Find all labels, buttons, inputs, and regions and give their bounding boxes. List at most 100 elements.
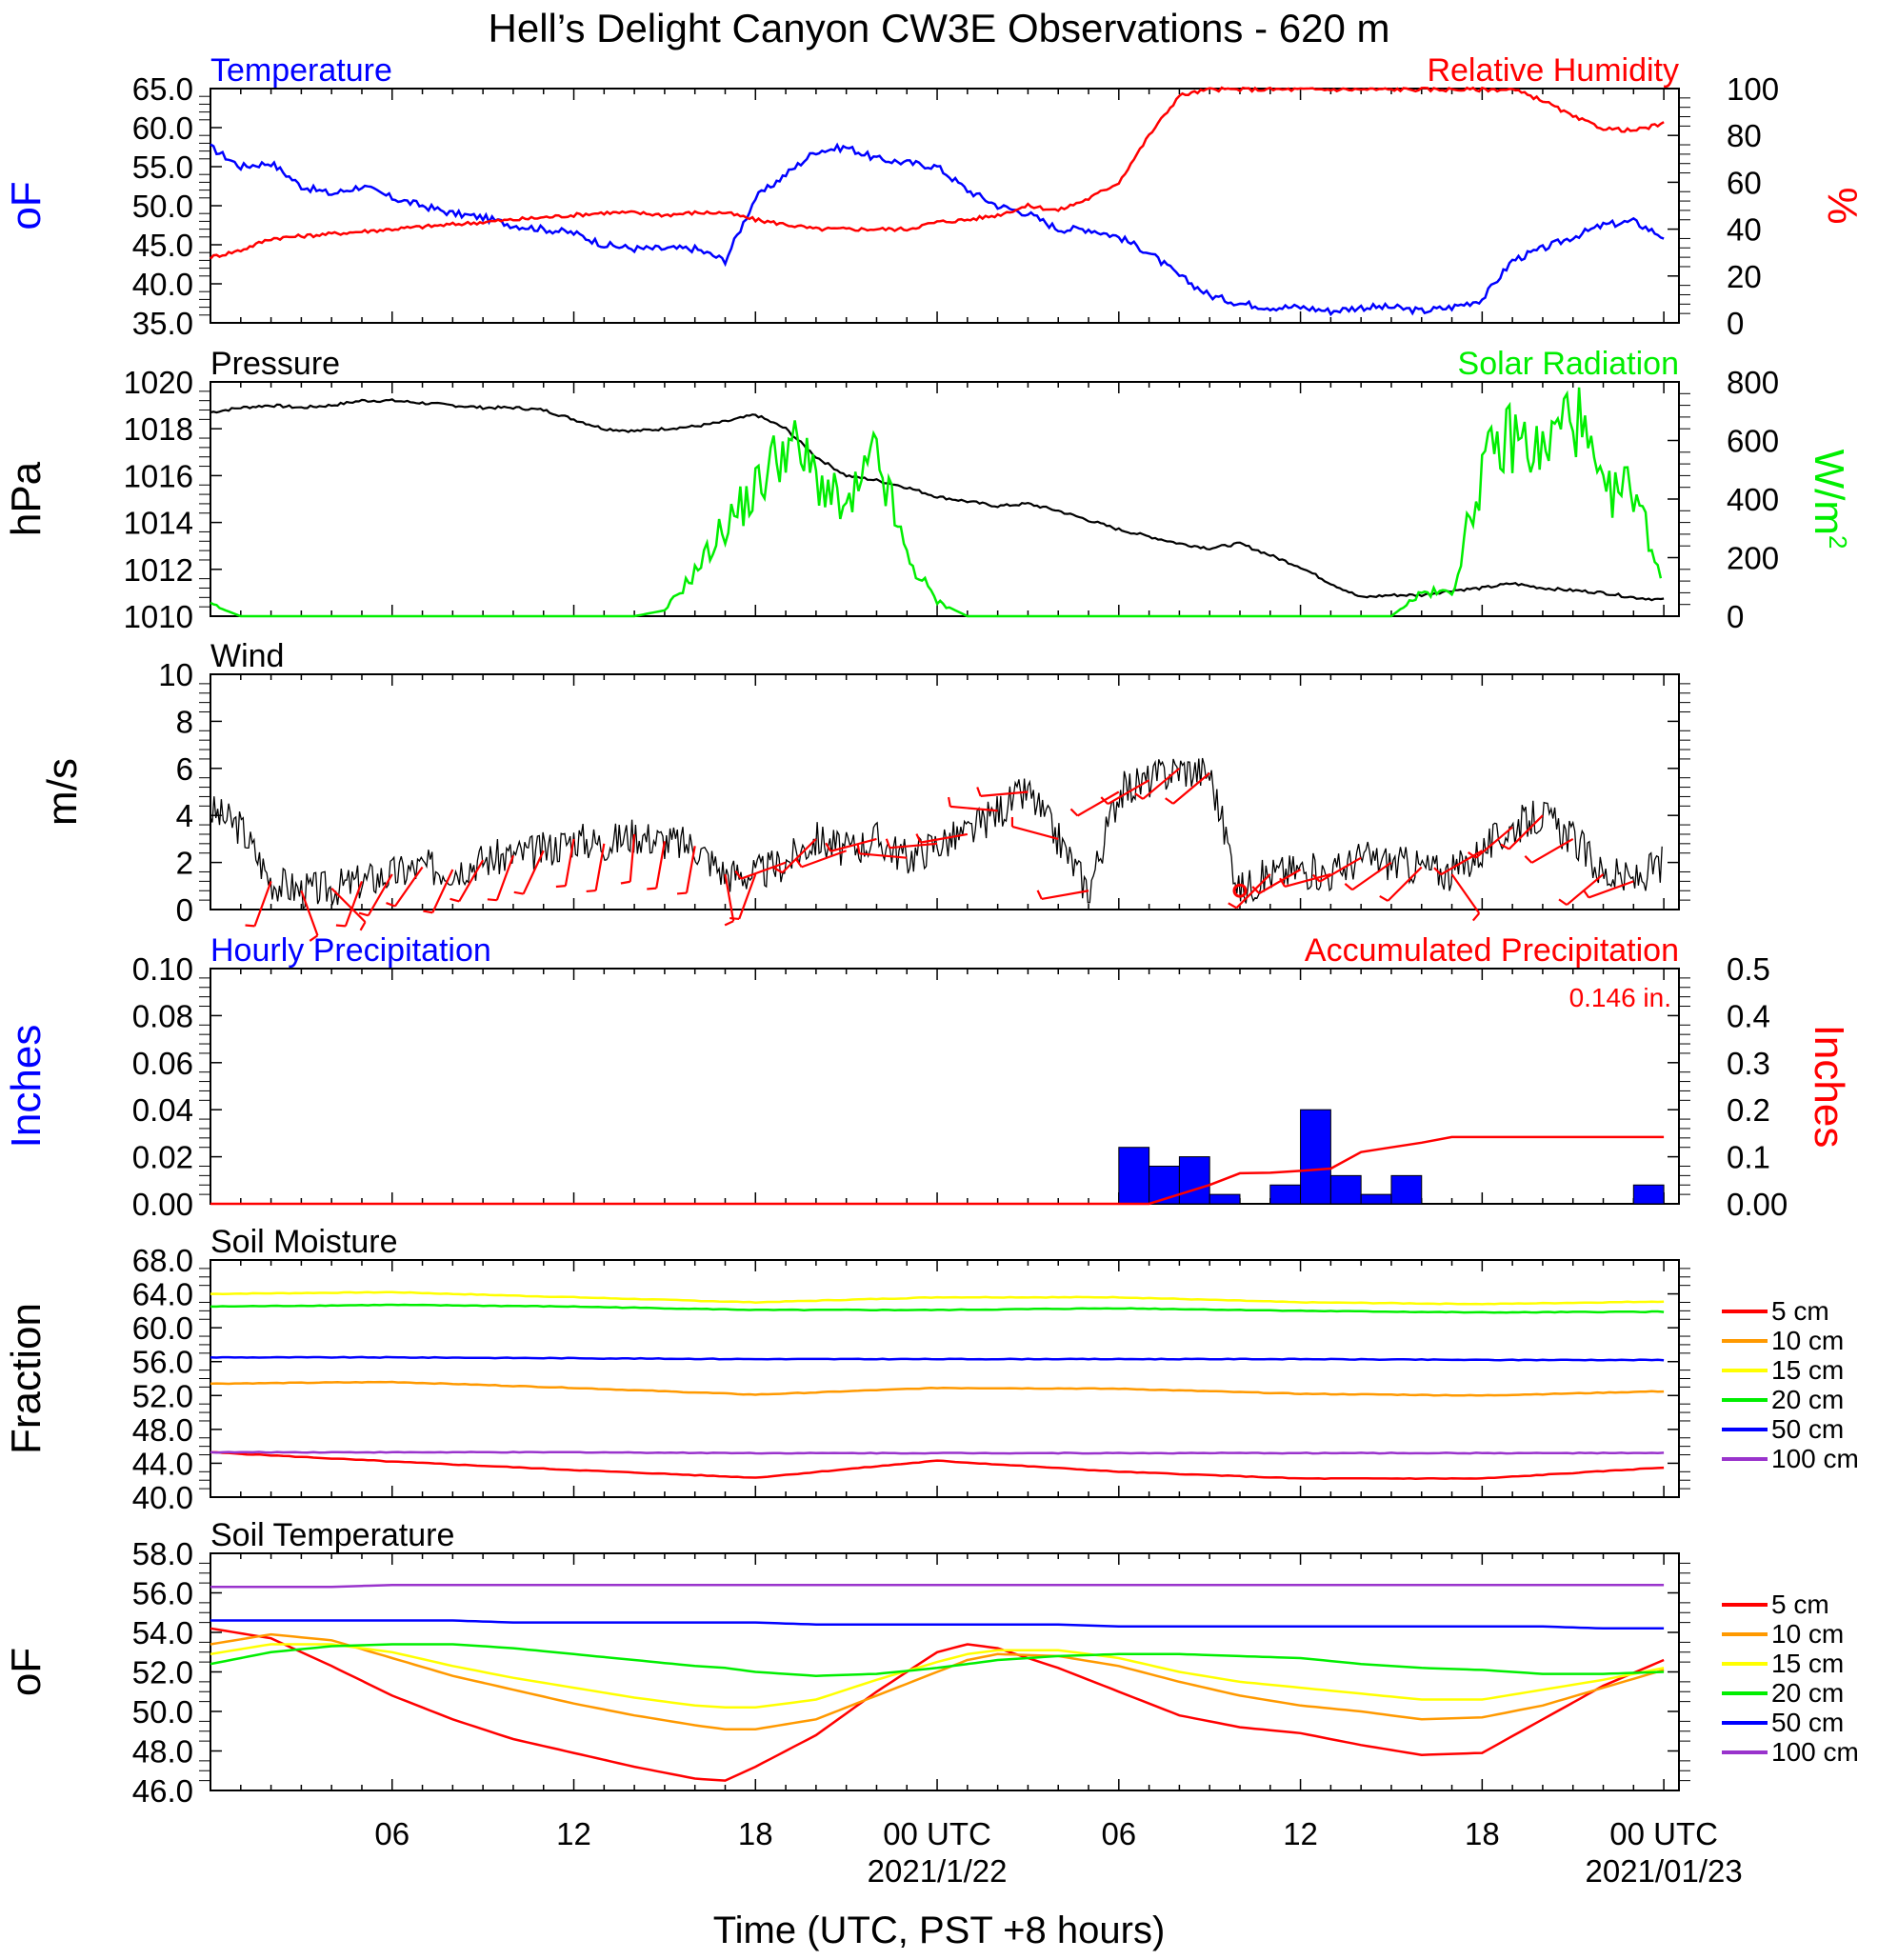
y-tick-label: 0.10 bbox=[132, 951, 193, 987]
series-line-15cm bbox=[210, 1643, 1665, 1710]
y-tick-label: 6 bbox=[176, 751, 193, 787]
panel-title: Pressure bbox=[210, 346, 340, 382]
precip-bar bbox=[1360, 1193, 1392, 1205]
y-axis-label: oF bbox=[3, 1648, 50, 1696]
series-line-10cm bbox=[210, 1380, 1665, 1397]
y-tick-label: 46.0 bbox=[132, 1773, 193, 1809]
legend-label: 20 cm bbox=[1771, 1678, 1844, 1708]
y-tick-label: 0.02 bbox=[132, 1140, 193, 1175]
wind-barb-flag bbox=[773, 867, 784, 874]
unit-text: W/m bbox=[1806, 450, 1852, 535]
y-tick-label: 0.08 bbox=[132, 998, 193, 1033]
y-tick-label: 0.04 bbox=[132, 1092, 193, 1128]
wind-barb bbox=[1351, 861, 1392, 891]
y-tick-label: 58.0 bbox=[132, 1536, 193, 1571]
y-right-tick-label: 80 bbox=[1727, 118, 1762, 153]
wind-barb-flag bbox=[1433, 867, 1442, 876]
wind-barb bbox=[829, 837, 877, 852]
y-tick-label: 8 bbox=[176, 704, 193, 739]
y-right-tick-label: 600 bbox=[1727, 424, 1779, 459]
precip-bar bbox=[1300, 1109, 1331, 1205]
wind-barb-flag bbox=[1379, 894, 1389, 902]
precip-bar bbox=[1149, 1165, 1180, 1205]
series-line-accumulated-precip bbox=[210, 1135, 1665, 1206]
wind-barb-flag bbox=[386, 902, 396, 908]
wind-barb-flag bbox=[1165, 797, 1174, 805]
y-tick-label: 4 bbox=[176, 798, 193, 833]
wind-barb bbox=[1387, 866, 1423, 902]
wind-barb-flag bbox=[1251, 886, 1261, 894]
series-line-50cm bbox=[210, 1355, 1665, 1362]
figure-title: Hell’s Delight Canyon CW3E Observations … bbox=[489, 6, 1390, 50]
series-line-50cm bbox=[210, 1619, 1665, 1630]
x-tick-label: 18 bbox=[738, 1816, 773, 1851]
wind-barb bbox=[629, 833, 636, 882]
wind-barb-flag bbox=[450, 897, 460, 903]
y-tick-label: 64.0 bbox=[132, 1277, 193, 1312]
wind-barb-flag bbox=[885, 838, 891, 849]
y-tick-label: 52.0 bbox=[132, 1378, 193, 1413]
wind-barb bbox=[564, 838, 575, 887]
wind-barb bbox=[1235, 873, 1271, 910]
y-axis-label: Fraction bbox=[3, 1303, 50, 1454]
y-right-tick-label: 40 bbox=[1727, 212, 1762, 248]
panel-title: Hourly Precipitation bbox=[210, 932, 491, 969]
series-line-5cm bbox=[210, 1450, 1665, 1480]
date-label: 2021/01/23 bbox=[1586, 1853, 1743, 1889]
wind-barb bbox=[1076, 790, 1120, 817]
wind-barb bbox=[1319, 856, 1362, 883]
date-label: 2021/1/22 bbox=[868, 1853, 1008, 1889]
precip-bar bbox=[1209, 1193, 1241, 1205]
wind-barb-flag bbox=[487, 898, 497, 902]
y-axis-label: m/s bbox=[39, 758, 86, 826]
wind-barb-flag bbox=[555, 885, 566, 889]
y-right-tick-label: 800 bbox=[1727, 365, 1779, 400]
soil-moisture-panel: 40.044.048.052.056.060.064.068.0 Soil Moi… bbox=[3, 1224, 1859, 1515]
wind-barb-flag bbox=[825, 842, 832, 852]
wind-barb bbox=[738, 873, 757, 920]
wind-barb-flag bbox=[647, 887, 657, 890]
wind-barb bbox=[1530, 837, 1574, 864]
panel-title: Temperature bbox=[210, 52, 392, 89]
wind-barb bbox=[1450, 873, 1481, 914]
panel-title: Relative Humidity bbox=[1427, 52, 1679, 89]
precip-bar bbox=[1390, 1174, 1423, 1205]
series-line-20cm bbox=[210, 1643, 1665, 1677]
wind-barb bbox=[1566, 873, 1605, 906]
wind-barb bbox=[431, 869, 454, 913]
wind-barb-flag bbox=[1312, 873, 1321, 883]
wind-barb bbox=[889, 842, 938, 850]
series-line-temperature bbox=[210, 142, 1665, 317]
y-tick-label: 68.0 bbox=[132, 1243, 193, 1278]
y-axis-label-right: % bbox=[1819, 187, 1866, 224]
legend-label: 10 cm bbox=[1771, 1619, 1844, 1649]
accumulated-total: 0.146 in. bbox=[1569, 983, 1671, 1012]
precip-bar bbox=[1632, 1184, 1665, 1205]
precipitation-panel: 0.00 0.02 0.04 0.06 0.08 0.10 0.00 0.1 0.2 0.3 0.4… bbox=[3, 932, 1852, 1222]
y-axis-label-right: Inches bbox=[1806, 1025, 1852, 1149]
panels: 35.040.045.050.055.060.065.0020406080100… bbox=[3, 52, 1866, 1809]
wind-barb bbox=[1588, 880, 1634, 899]
y-right-tick-label: 0.00 bbox=[1727, 1187, 1788, 1222]
y-right-tick-label: 0.5 bbox=[1727, 951, 1770, 987]
y-tick-label: 1020 bbox=[124, 365, 193, 400]
wind-barb bbox=[522, 850, 545, 895]
wind-barb-flag bbox=[729, 916, 740, 921]
wind-barb bbox=[1041, 890, 1089, 901]
y-tick-label: 2 bbox=[176, 846, 193, 881]
legend-label: 15 cm bbox=[1771, 1355, 1844, 1385]
y-tick-label: 60.0 bbox=[132, 1310, 193, 1346]
y-tick-label: 54.0 bbox=[132, 1615, 193, 1650]
y-axis-label-right: W/m2 bbox=[1806, 450, 1852, 550]
y-right-tick-label: 0 bbox=[1727, 599, 1744, 634]
wind-barb-flag bbox=[359, 921, 367, 931]
y-right-tick-label: 400 bbox=[1727, 482, 1779, 517]
y-tick-label: 65.0 bbox=[132, 71, 193, 107]
wind-barb bbox=[1011, 825, 1059, 840]
legend-label: 100 cm bbox=[1771, 1444, 1859, 1473]
wind-barb-flag bbox=[1069, 808, 1079, 817]
